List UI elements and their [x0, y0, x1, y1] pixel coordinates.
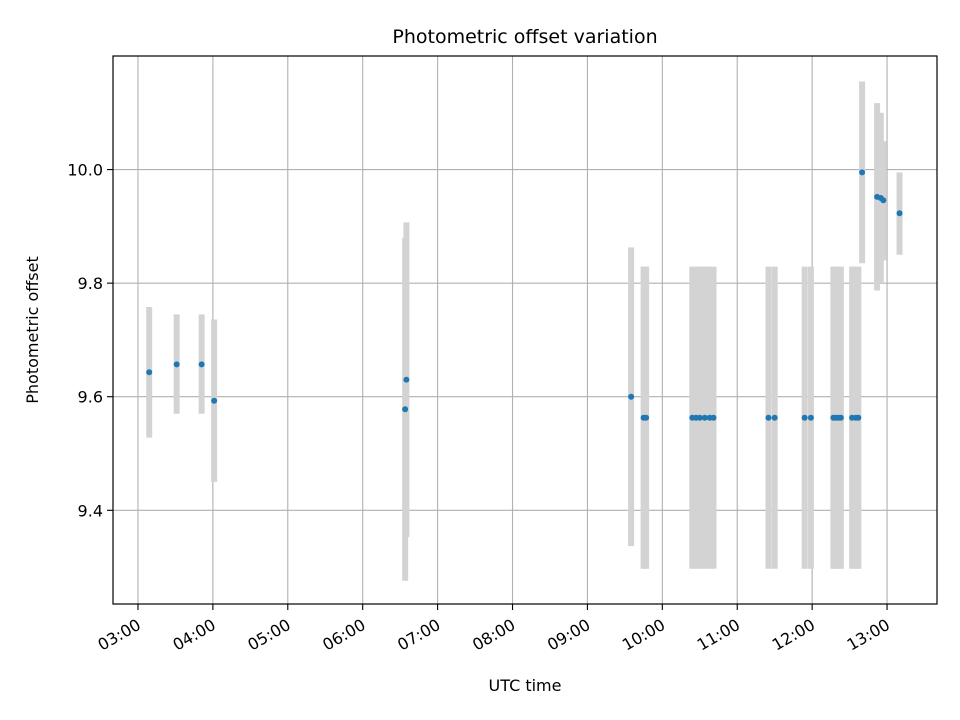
point-layer	[146, 169, 903, 421]
y-tick-label: 9.4	[78, 501, 103, 520]
data-point	[896, 210, 903, 217]
data-point	[771, 414, 778, 421]
data-point	[403, 376, 410, 383]
data-point	[628, 393, 635, 400]
chart-title: Photometric offset variation	[392, 26, 657, 48]
data-point	[710, 414, 717, 421]
y-tick-label: 10.0	[67, 161, 103, 180]
data-point	[807, 414, 814, 421]
data-point	[173, 361, 180, 368]
x-axis-label: UTC time	[489, 676, 562, 695]
data-point	[855, 414, 862, 421]
grid-layer	[113, 56, 937, 604]
data-point	[859, 169, 866, 176]
y-axis-label: Photometric offset	[23, 256, 42, 404]
y-tick-label: 9.8	[78, 274, 103, 293]
data-point	[837, 414, 844, 421]
data-point	[696, 414, 703, 421]
data-point	[402, 406, 409, 413]
data-point	[198, 361, 205, 368]
data-point	[801, 414, 808, 421]
data-point	[701, 414, 708, 421]
data-point	[211, 397, 218, 404]
y-tick-label: 9.6	[78, 388, 103, 407]
data-point	[765, 414, 772, 421]
plot-frame	[112, 55, 938, 605]
data-point	[146, 369, 153, 376]
data-point	[643, 414, 650, 421]
data-point	[880, 197, 887, 204]
